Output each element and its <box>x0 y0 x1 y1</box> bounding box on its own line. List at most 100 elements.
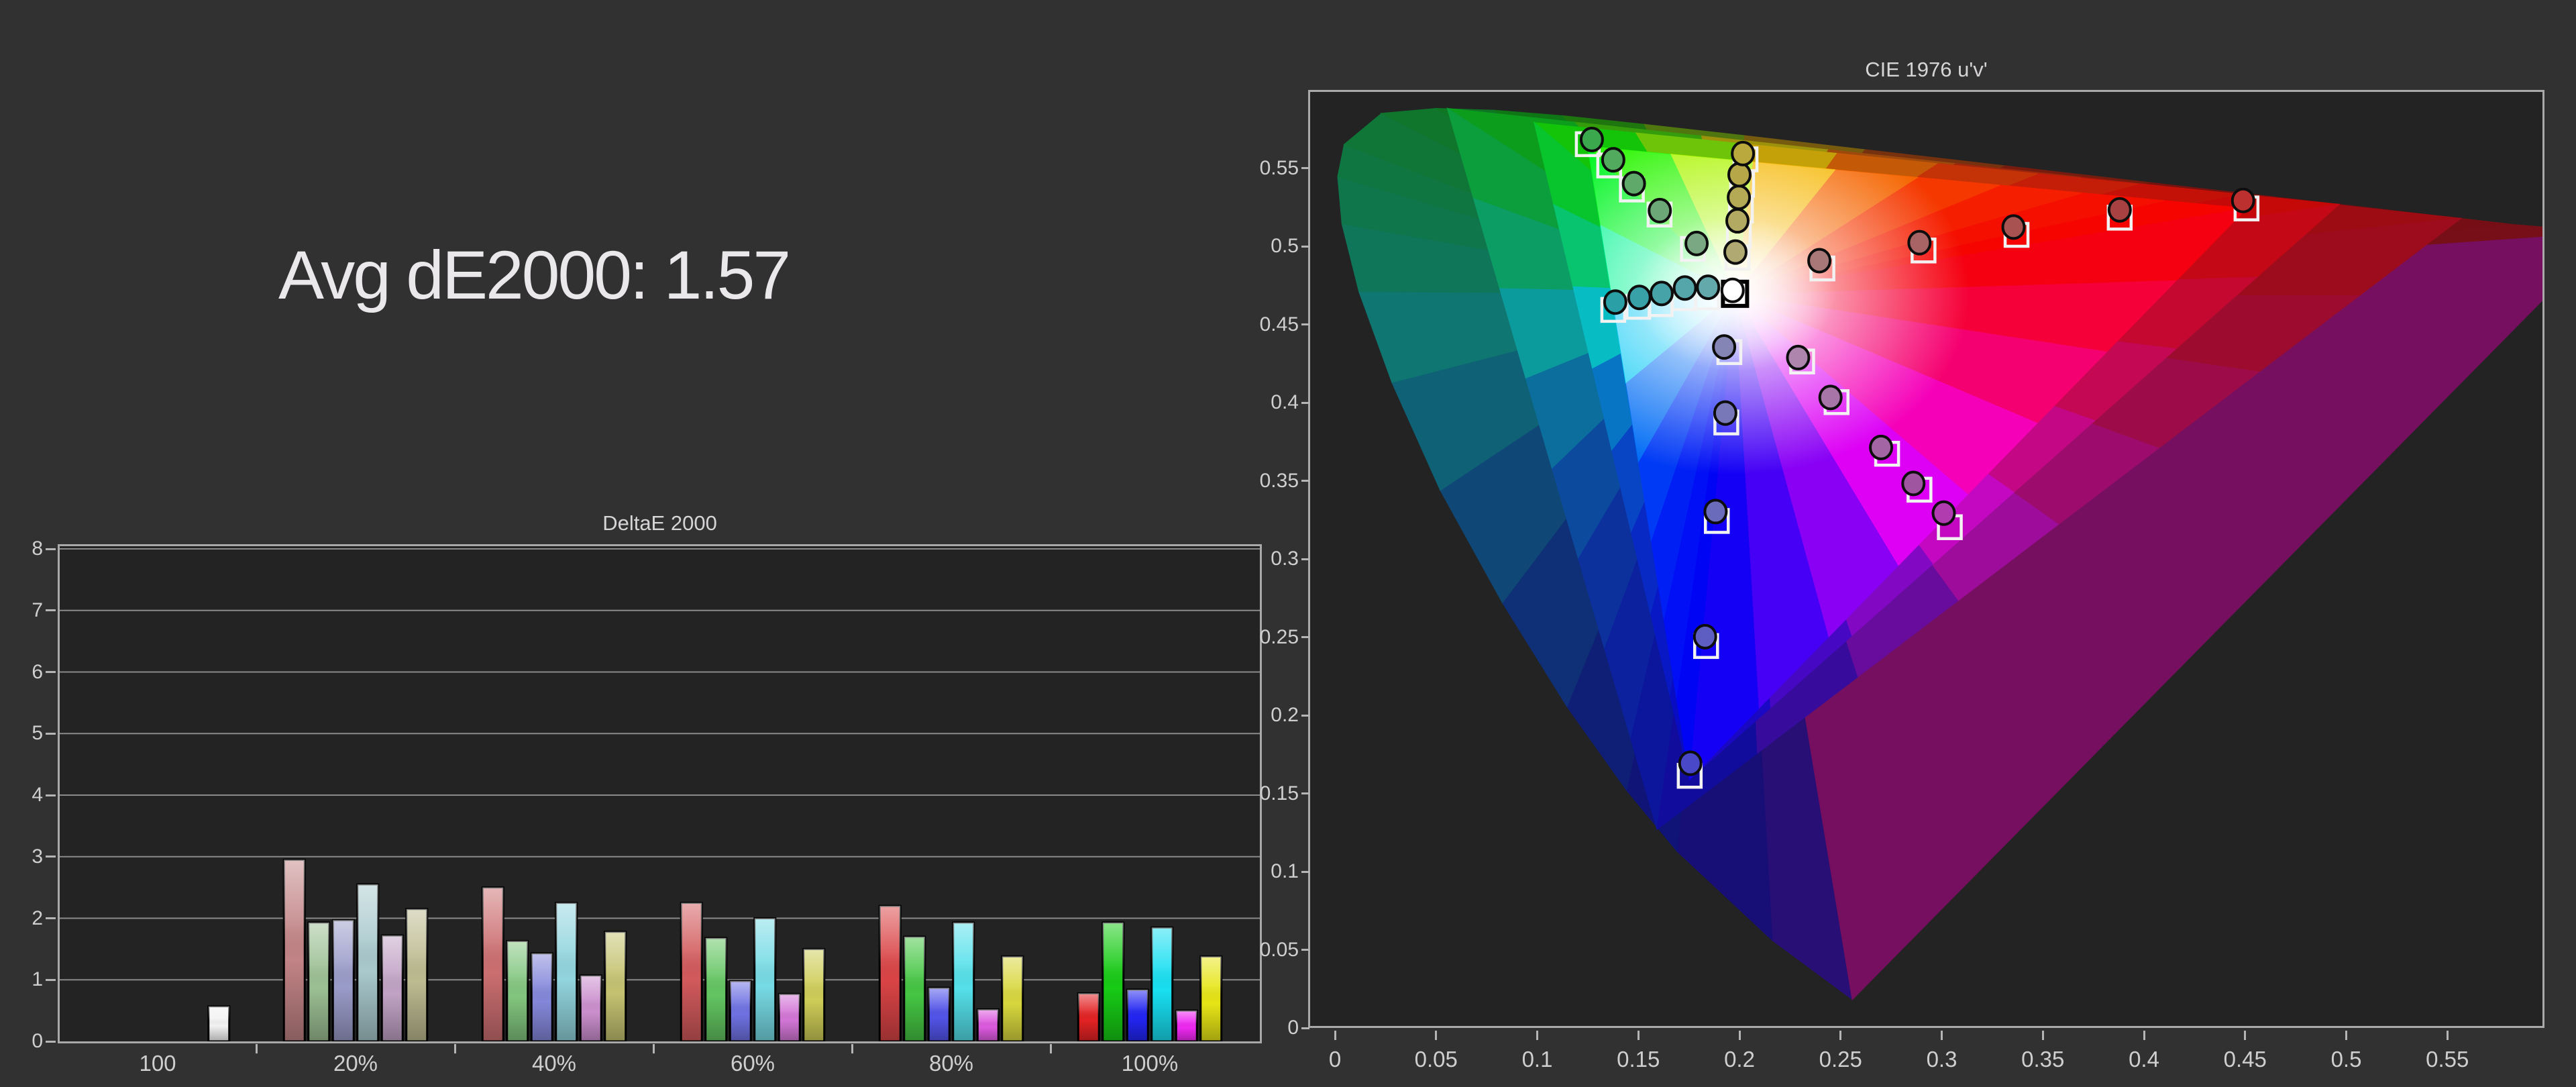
cie-x-axis-label: 0.35 <box>2021 1047 2065 1072</box>
bar-chart-y-axis-tick <box>46 794 56 796</box>
cie-y-axis-label: 0.1 <box>1271 860 1299 882</box>
cie-y-axis-label: 0.35 <box>1259 469 1299 492</box>
delta-e-bar-chart <box>60 548 1260 1041</box>
bar-chart-y-axis-label: 2 <box>32 907 43 929</box>
cie-x-axis-tick <box>1738 1031 1741 1040</box>
cie-measured-point-green-100 <box>1579 126 1604 152</box>
bar-shine-60%-green <box>705 937 727 1041</box>
cie-x-axis-tick <box>1334 1031 1336 1040</box>
bar-chart-y-axis-label: 8 <box>32 537 43 560</box>
cie-measured-point-red-80 <box>2107 197 2132 223</box>
bar-chart-title: DeltaE 2000 <box>602 511 717 535</box>
bar-chart-x-axis-tick <box>851 1044 853 1053</box>
cie-measured-point-blue-20 <box>1712 334 1737 360</box>
cie-y-axis-tick <box>1301 480 1309 482</box>
bar-chart-x-axis-label: 80% <box>928 1051 974 1076</box>
bar-shine-20%-red <box>284 860 305 1041</box>
bar-shine-80%-magenta <box>977 1009 999 1041</box>
bar-shine-20%-blue <box>333 920 354 1041</box>
cie-x-axis-tick <box>1536 1031 1538 1040</box>
cie-measured-point-yellow-80 <box>1727 162 1752 188</box>
bar-chart-y-axis-tick <box>46 917 56 919</box>
cie-x-axis-tick <box>2041 1031 2044 1040</box>
cie-measured-point-green-20 <box>1684 230 1709 256</box>
cie-measured-point-green-80 <box>1601 147 1625 173</box>
cie-measured-point-magenta-60 <box>1869 434 1894 460</box>
cie-y-axis-label: 0.15 <box>1259 782 1299 805</box>
bar-chart-y-axis-label: 4 <box>32 784 43 806</box>
cie-measured-point-white <box>1720 277 1745 303</box>
cie-measured-point-cyan-20 <box>1696 274 1721 301</box>
cie-x-axis-label: 0.3 <box>1926 1047 1957 1072</box>
cie-measured-point-blue-100 <box>1678 750 1703 776</box>
cie-x-axis-label: 0.1 <box>1521 1047 1553 1072</box>
bar-shine-40%-magenta <box>580 975 602 1041</box>
cie-x-axis-tick <box>1435 1031 1438 1040</box>
cie-x-axis-label: 0.05 <box>1414 1047 1458 1072</box>
cie-y-axis-label: 0.45 <box>1259 313 1299 335</box>
bar-shine-100%-yellow <box>1200 956 1222 1041</box>
cie-x-axis-tick <box>1839 1031 1842 1040</box>
bar-shine-60%-magenta <box>779 994 800 1041</box>
bar-chart-y-axis-tick <box>46 732 56 735</box>
bar-chart-x-axis-label: 100% <box>1121 1051 1179 1076</box>
bar-chart-x-axis-label: 40% <box>531 1051 577 1076</box>
bar-chart-y-axis-tick <box>46 1040 56 1043</box>
cie-measured-point-green-40 <box>1648 197 1672 223</box>
cie-measured-point-magenta-20 <box>1786 344 1811 370</box>
bar-shine-60%-blue <box>730 981 751 1041</box>
bar-shine-80%-cyan <box>953 922 974 1041</box>
cie-x-axis-tick <box>2244 1031 2247 1040</box>
cie-measured-point-blue-80 <box>1693 623 1717 650</box>
cie-y-axis-label: 0.4 <box>1271 391 1299 413</box>
cie-measured-point-blue-40 <box>1713 400 1737 426</box>
cie-measured-point-red-100 <box>2231 187 2255 213</box>
bar-chart-x-axis-label: 100 <box>139 1051 176 1076</box>
cie-y-axis-tick <box>1301 714 1309 717</box>
bar-chart-y-axis-label: 0 <box>32 1030 43 1052</box>
cie-measured-point-cyan-80 <box>1627 284 1652 311</box>
bar-shine-20%-green <box>308 922 329 1041</box>
cie-x-axis-label: 0.4 <box>2129 1047 2159 1072</box>
bar-chart-x-axis-tick <box>453 1044 456 1053</box>
bar-chart-y-axis-label: 1 <box>32 968 43 991</box>
cie-y-axis-label: 0.05 <box>1259 938 1299 961</box>
bar-chart-y-axis-tick <box>46 856 56 858</box>
bar-chart-x-axis-tick <box>1049 1044 1052 1053</box>
cie-x-axis-label: 0.45 <box>2223 1047 2267 1072</box>
bar-shine-100%-magenta <box>1176 1011 1197 1041</box>
bar-chart-y-axis-tick <box>46 609 56 612</box>
cie-measured-point-red-60 <box>2001 214 2026 240</box>
bar-chart-y-axis-tick <box>46 548 56 550</box>
bar-shine-60%-yellow <box>803 949 824 1041</box>
cie-measured-point-green-60 <box>1621 170 1646 197</box>
bar-shine-80%-blue <box>928 988 950 1041</box>
cie-x-axis-label: 0.15 <box>1617 1047 1660 1072</box>
cie-y-axis-label: 0.5 <box>1271 235 1299 257</box>
bar-chart-y-axis-tick <box>46 671 56 673</box>
cie-y-axis-label: 0 <box>1287 1017 1299 1039</box>
bar-chart-y-axis-label: 7 <box>32 599 43 621</box>
bar-chart-y-axis-label: 5 <box>32 722 43 745</box>
cie-y-axis-tick <box>1301 167 1309 169</box>
cie-y-axis-label: 0.2 <box>1271 704 1299 726</box>
cie-y-axis-label: 0.25 <box>1259 625 1299 648</box>
bar-chart-x-axis-tick <box>652 1044 655 1053</box>
cie-chart-title: CIE 1976 u'v' <box>1865 58 1988 81</box>
cie-measured-point-cyan-40 <box>1672 275 1697 301</box>
cie-measured-point-magenta-100 <box>1931 500 1956 526</box>
cie-1976-uv-diagram-panel <box>1308 90 2544 1028</box>
cie-x-axis-label: 0.5 <box>2330 1047 2362 1072</box>
cie-measured-point-magenta-80 <box>1901 470 1926 497</box>
bar-shine-40%-cyan <box>555 902 577 1041</box>
bar-shine-20%-cyan <box>357 884 378 1041</box>
bar-shine-100%-green <box>1102 922 1124 1041</box>
bar-chart-x-axis-label: 20% <box>333 1051 378 1076</box>
cie-y-axis-label: 0.3 <box>1271 548 1299 570</box>
cie-y-axis-tick <box>1301 1027 1309 1029</box>
cie-y-axis-label: 0.55 <box>1259 156 1299 179</box>
cie-x-axis-tick <box>2446 1031 2449 1040</box>
cie-x-axis-label: 0.25 <box>1819 1047 1862 1072</box>
cie-measured-point-cyan-100 <box>1603 289 1627 315</box>
